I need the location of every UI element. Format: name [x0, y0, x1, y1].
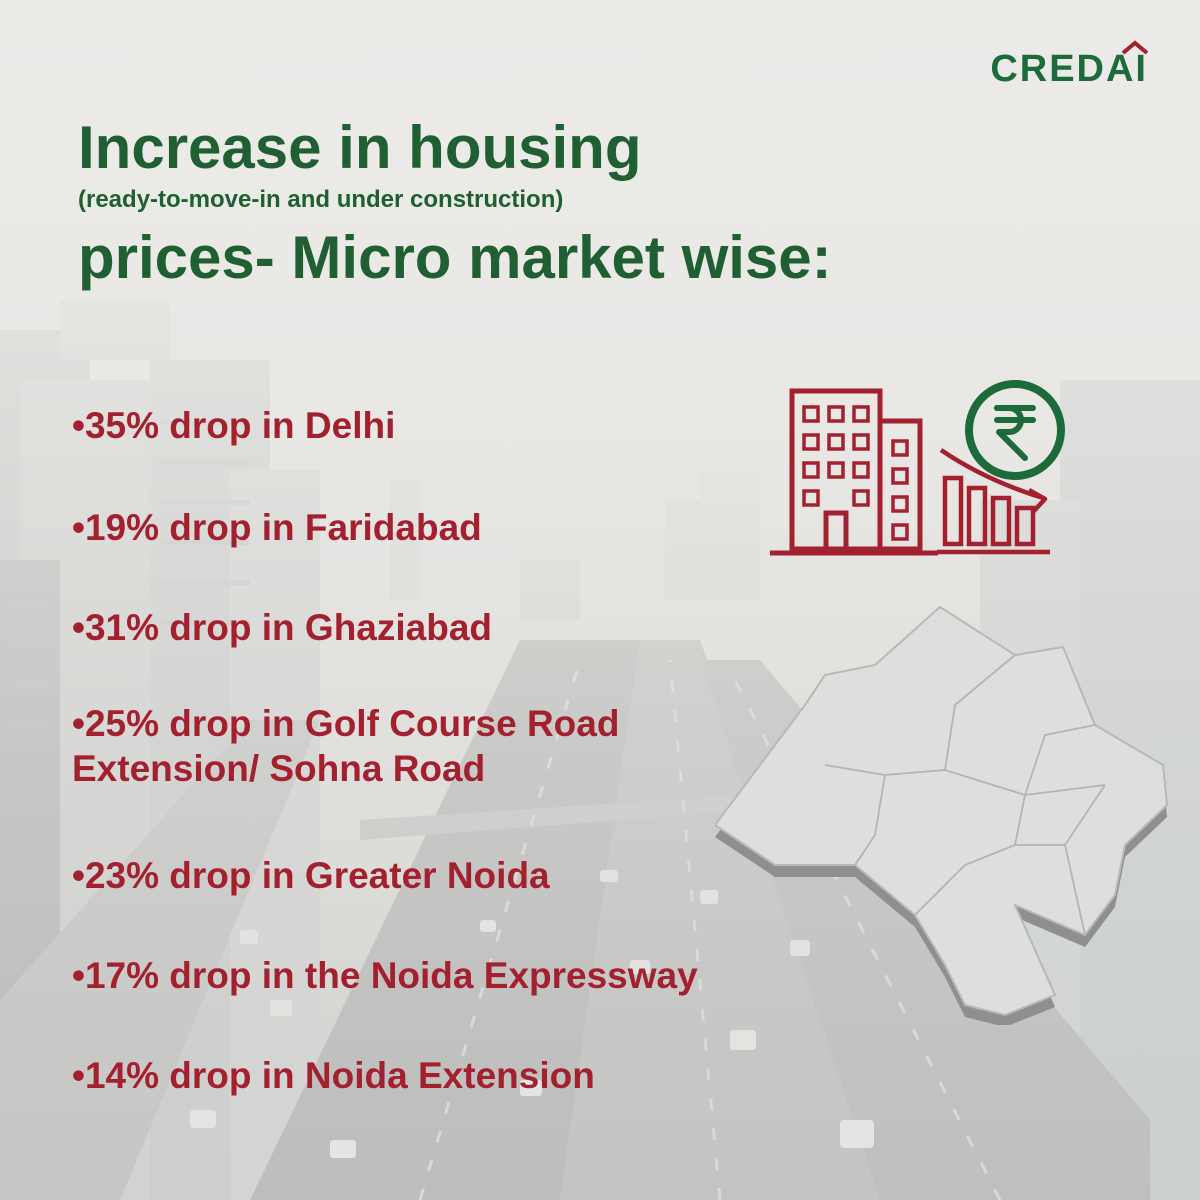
building-icon — [770, 388, 938, 556]
heading-subtitle: (ready-to-move-in and under construction… — [78, 186, 564, 213]
bullet-delhi: •35% drop in Delhi — [72, 405, 396, 446]
bullet-noida-extension: •14% drop in Noida Extension — [72, 1055, 595, 1096]
declining-bar-chart-icon — [937, 448, 1050, 555]
bullet-ghaziabad: •31% drop in Ghaziabad — [72, 607, 493, 648]
bullet-greater-noida: •23% drop in Greater Noida — [72, 855, 550, 896]
credai-logo: CREDAI — [990, 38, 1149, 90]
logo-roof-mark — [1121, 40, 1149, 55]
heading-line-1: Increase in housing — [78, 114, 642, 181]
logo-text: CREDAI — [990, 48, 1148, 90]
bullet-faridabad: •19% drop in Faridabad — [72, 507, 482, 548]
heading-line-3: prices- Micro market wise: — [78, 224, 832, 291]
bullet-golf-course-road: •25% drop in Golf Course Road Extension/… — [72, 703, 620, 790]
delhi-map-icon — [715, 605, 1169, 1025]
rupee-coin-icon — [965, 380, 1065, 480]
bullet-noida-expressway: •17% drop in the Noida Expressway — [72, 955, 698, 996]
